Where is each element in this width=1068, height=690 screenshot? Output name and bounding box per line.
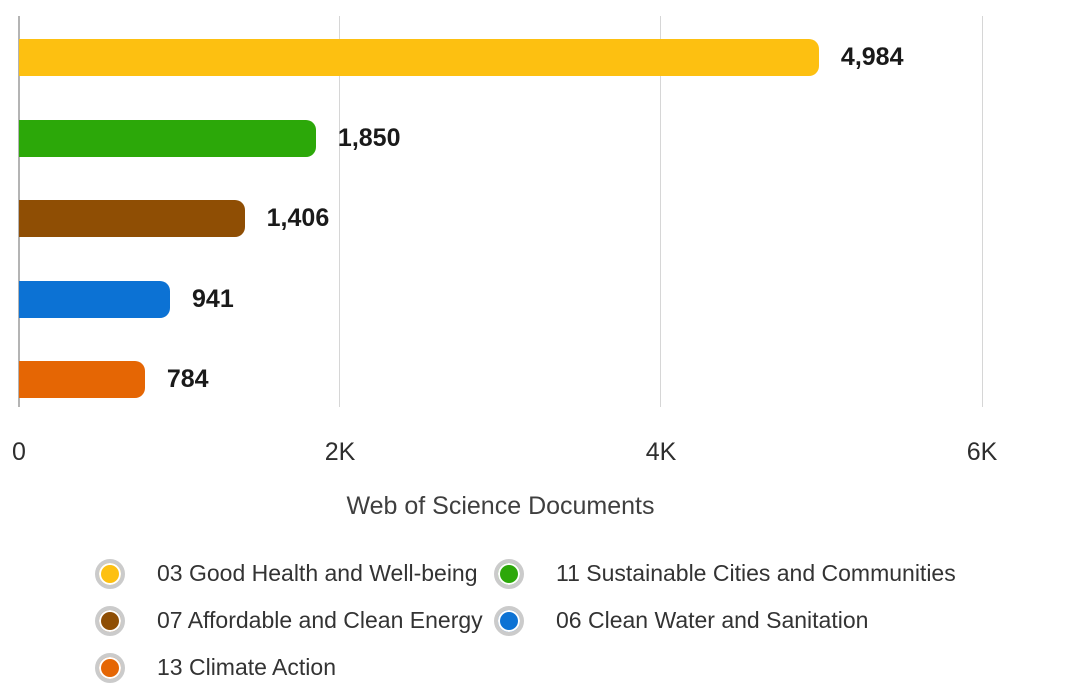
x-tick-label: 6K: [966, 438, 998, 466]
bar-value-label: 784: [166, 365, 209, 393]
legend-color-dot: [494, 558, 524, 589]
x-tick-label: 0: [12, 438, 26, 466]
bar-value-label: 4,984: [840, 43, 904, 71]
legend-item-label: 03 Good Health and Well-being: [157, 560, 478, 586]
bar-03-good-health-and-well-being[interactable]: [19, 39, 819, 76]
legend-item-06-clean-water-and-sanitation[interactable]: 06 Clean Water and Sanitation: [494, 605, 956, 636]
legend-item-07-affordable-and-clean-energy[interactable]: 07 Affordable and Clean Energy: [95, 605, 494, 636]
legend: 03 Good Health and Well-being 11 Sustaina…: [95, 550, 956, 690]
legend-color-dot: [95, 652, 125, 683]
bar-row: 1,406: [19, 200, 982, 237]
bar-06-clean-water-and-sanitation[interactable]: [19, 280, 171, 318]
bar-value-label: 941: [192, 284, 234, 313]
legend-item-label: 06 Clean Water and Sanitation: [556, 607, 869, 633]
legend-color-dot: [494, 605, 524, 636]
legend-color-dot: [95, 605, 125, 636]
x-axis: 0 2K 4K 6K: [12, 438, 997, 468]
legend-item-13-climate-action[interactable]: 13 Climate Action: [95, 652, 494, 683]
bar-row: 784: [19, 361, 982, 398]
x-tick-label: 2K: [324, 438, 356, 466]
bar-row: 4,984: [19, 39, 982, 76]
plot-area: 4,984 1,850 1,406 941 784: [18, 16, 983, 407]
x-tick-label: 4K: [645, 438, 677, 466]
legend-item-label: 11 Sustainable Cities and Communities: [556, 560, 956, 586]
bar-07-affordable-and-clean-energy[interactable]: [19, 200, 245, 237]
gridline: [339, 16, 341, 407]
bar-row: 941: [19, 280, 982, 318]
gridline: [981, 16, 983, 407]
bar-row: 1,850: [19, 119, 982, 157]
legend-item-03-good-health-and-well-being[interactable]: 03 Good Health and Well-being: [95, 558, 494, 589]
legend-item-label: 07 Affordable and Clean Energy: [157, 607, 483, 633]
legend-item-label: 13 Climate Action: [157, 654, 336, 680]
bar-13-climate-action[interactable]: [19, 361, 145, 398]
bar-11-sustainable-cities-and-communities[interactable]: [19, 119, 316, 157]
x-axis-title: Web of Science Documents: [346, 492, 655, 520]
gridline: [660, 16, 662, 407]
bar-value-label: 1,406: [266, 204, 330, 232]
legend-item-11-sustainable-cities-and-communities[interactable]: 11 Sustainable Cities and Communities: [494, 558, 956, 589]
legend-color-dot: [95, 558, 125, 589]
bar-value-label: 1,850: [337, 123, 401, 152]
